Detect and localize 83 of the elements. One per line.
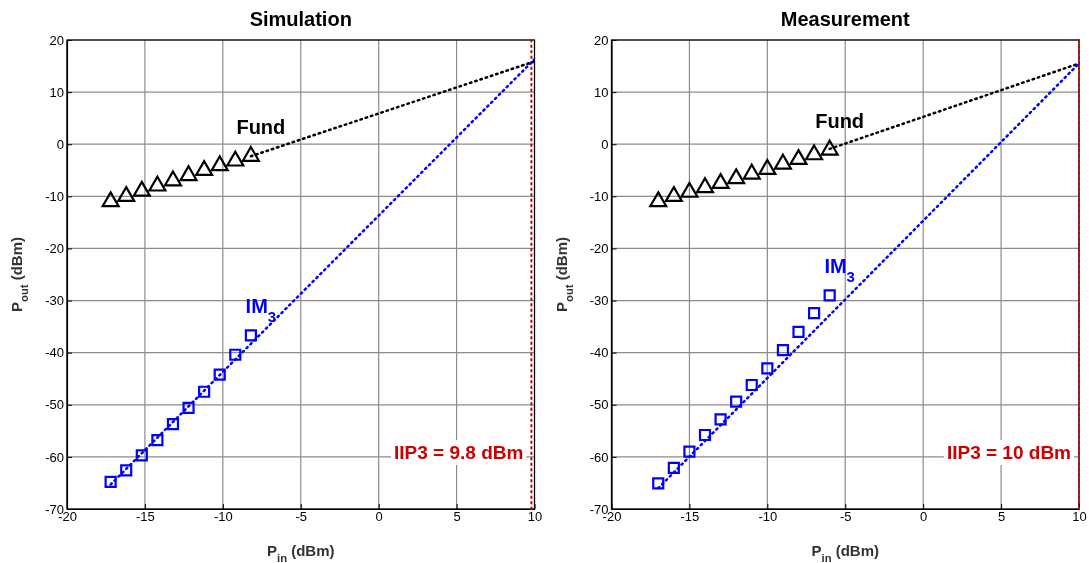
point — [135, 449, 148, 462]
y-tick-label: -10 — [45, 188, 64, 204]
point — [117, 186, 136, 203]
x-tick-label: -15 — [136, 509, 155, 525]
y-tick-label: 20 — [594, 32, 609, 48]
y-tick-label: -30 — [45, 293, 64, 309]
point — [807, 306, 821, 320]
x-tick-label: -10 — [213, 509, 233, 525]
point — [742, 163, 761, 180]
point — [730, 395, 743, 408]
point — [101, 191, 120, 208]
x-tick-label: -5 — [839, 509, 852, 525]
chart-title: Simulation — [249, 8, 352, 30]
point — [179, 165, 198, 182]
y-tick-label: 10 — [49, 84, 64, 100]
y-tick-label: -60 — [589, 449, 609, 465]
y-tick-label: -30 — [589, 293, 609, 309]
x-tick-label: 0 — [375, 509, 383, 525]
point — [683, 445, 696, 458]
ref-line-label: IIP3 = 9.8 dBm — [394, 442, 524, 463]
point — [761, 362, 774, 375]
y-tick-label: -20 — [589, 241, 609, 257]
point — [213, 368, 226, 381]
x-tick-label: 0 — [920, 509, 928, 525]
x-tick-label: 10 — [527, 509, 543, 525]
x-axis-title: P$_{in}$ (dBm) — [811, 542, 880, 563]
point — [182, 401, 195, 414]
point — [166, 417, 180, 431]
point — [664, 186, 683, 203]
point — [745, 378, 758, 392]
point — [792, 325, 805, 338]
series-label: Fund — [236, 116, 286, 139]
point — [698, 428, 712, 442]
ref-line-label: IIP3 = 10 dBm — [946, 442, 1071, 463]
point — [820, 139, 839, 156]
point — [789, 149, 808, 166]
y-tick-label: -10 — [589, 188, 609, 204]
y-tick-label: -40 — [589, 345, 609, 361]
point — [148, 175, 167, 192]
point — [229, 348, 242, 361]
point — [652, 477, 665, 490]
point — [776, 343, 790, 357]
y-tick-label: 0 — [601, 136, 609, 152]
point — [151, 434, 164, 447]
point — [695, 177, 715, 194]
point — [163, 170, 183, 187]
y-tick-label: -40 — [45, 345, 64, 361]
series-label: IM$_{3}$ — [824, 255, 855, 285]
point — [649, 191, 668, 208]
y-tick-label: -50 — [589, 397, 609, 413]
point — [210, 155, 229, 172]
point — [226, 150, 245, 167]
point — [104, 475, 117, 488]
x-tick-label: 5 — [453, 509, 461, 525]
point — [805, 144, 824, 161]
y-tick-label: 0 — [56, 136, 64, 152]
x-axis-title: P$_{in}$ (dBm) — [266, 542, 335, 563]
x-tick-label: 5 — [997, 509, 1006, 525]
point — [241, 145, 260, 162]
point — [714, 413, 727, 426]
point — [680, 181, 699, 198]
point — [198, 385, 211, 398]
point — [758, 158, 777, 175]
point — [823, 289, 836, 302]
point — [244, 329, 257, 342]
x-tick-label: -10 — [758, 509, 778, 525]
chart-title: Measurement — [780, 8, 911, 30]
x-tick-label: 10 — [1072, 509, 1087, 525]
point — [667, 461, 680, 474]
y-tick-label: 10 — [594, 84, 609, 100]
point — [773, 153, 792, 170]
point — [132, 180, 151, 197]
point — [120, 464, 133, 477]
point — [727, 168, 746, 185]
point — [711, 173, 730, 190]
series-label: Fund — [815, 109, 865, 132]
point — [195, 159, 214, 176]
y-tick-label: -20 — [45, 241, 64, 257]
y-tick-label: 20 — [49, 32, 64, 48]
x-tick-label: -15 — [680, 509, 700, 525]
y-tick-label: -60 — [45, 449, 64, 465]
y-tick-label: -50 — [45, 397, 64, 413]
x-tick-label: -5 — [295, 509, 308, 525]
